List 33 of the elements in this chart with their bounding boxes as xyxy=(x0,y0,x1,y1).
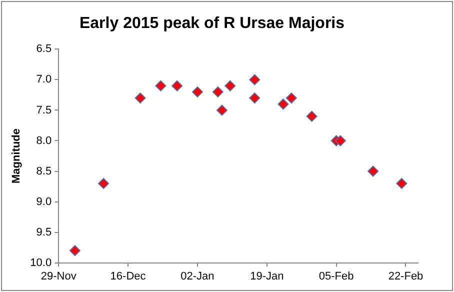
point xyxy=(396,178,408,189)
point xyxy=(134,92,146,104)
x-tick-label: 22-Feb xyxy=(388,270,424,282)
y-tick-label: 8.0 xyxy=(36,134,52,147)
point xyxy=(368,166,379,177)
point xyxy=(155,80,166,92)
point xyxy=(216,104,228,116)
point xyxy=(224,80,236,92)
y-tick-label: 8.5 xyxy=(36,165,52,178)
point xyxy=(172,80,183,92)
y-tick-label: 7.0 xyxy=(36,74,52,86)
point xyxy=(69,245,80,256)
y-tick-label: 10.0 xyxy=(30,256,52,269)
point xyxy=(286,92,297,104)
point xyxy=(278,98,289,110)
x-tick-label: 19-Jan xyxy=(250,270,284,282)
x-tick-label: 29-Nov xyxy=(40,270,77,282)
point xyxy=(306,110,318,122)
y-tick-label: 9.0 xyxy=(36,196,52,208)
point xyxy=(249,92,260,104)
y-tick-label: 9.5 xyxy=(36,226,52,238)
y-tick-label: 6.5 xyxy=(36,43,52,56)
y-axis-title: Magnitude xyxy=(10,128,23,184)
x-tick-label: 05-Feb xyxy=(318,270,354,282)
point xyxy=(192,86,203,98)
x-tick-label: 16-Dec xyxy=(110,270,146,282)
chart-title: Early 2015 peak of R Ursae Majoris xyxy=(79,15,345,32)
point xyxy=(249,74,260,86)
x-tick-label: 02-Jan xyxy=(180,270,214,282)
point xyxy=(334,135,346,146)
point xyxy=(98,178,110,189)
point xyxy=(212,86,224,98)
y-tick-label: 7.5 xyxy=(36,104,52,116)
